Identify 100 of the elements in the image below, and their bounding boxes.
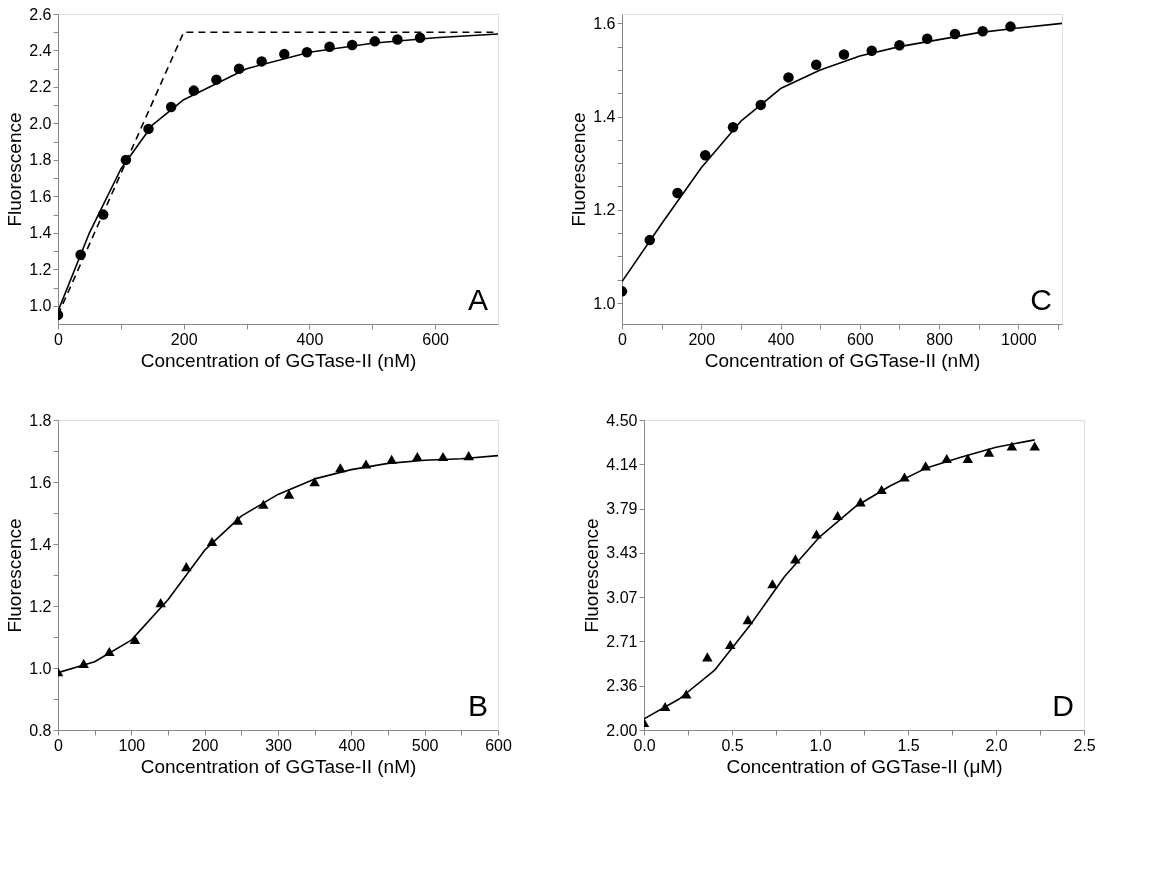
y-tick-label: 2.6 — [29, 5, 52, 23]
x-tick-label: 600 — [422, 330, 450, 348]
point — [725, 639, 736, 649]
point — [120, 154, 132, 166]
point — [659, 701, 671, 711]
point — [129, 634, 141, 645]
y-tick-label: 1.6 — [593, 14, 616, 32]
point — [783, 72, 794, 83]
x-tick-label: 200 — [170, 330, 198, 348]
y-axis-title: Fluorescence — [568, 112, 590, 227]
y-tick-label: 2.71 — [606, 632, 638, 650]
point — [838, 49, 850, 60]
x-tick-label: 0.5 — [721, 736, 744, 754]
point — [301, 47, 313, 58]
point — [104, 647, 115, 657]
x-tick-label: 800 — [926, 330, 954, 348]
x-axis-title: Concentration of GGTase-II (nM) — [704, 349, 981, 371]
point — [977, 26, 988, 37]
point — [256, 56, 267, 67]
y-tick-label: 2.4 — [29, 41, 52, 59]
point — [962, 453, 974, 463]
point — [232, 515, 243, 525]
y-tick-label: 3.79 — [606, 500, 638, 518]
point — [767, 579, 778, 589]
point — [188, 85, 200, 96]
point — [414, 32, 426, 43]
point — [832, 510, 843, 521]
x-tick-label: 2.5 — [1073, 736, 1096, 754]
point — [437, 452, 449, 462]
x-tick-label: 0 — [618, 330, 628, 348]
point — [155, 598, 166, 608]
point — [392, 34, 403, 45]
point — [811, 529, 822, 539]
line-series — [622, 22, 1062, 283]
x-tick-label: 100 — [118, 736, 146, 754]
y-tick-label: 1.0 — [29, 297, 52, 315]
x-tick-label: 200 — [688, 330, 716, 348]
point — [742, 615, 754, 625]
x-tick-label: 2.0 — [985, 736, 1008, 754]
point — [78, 658, 89, 668]
point — [894, 40, 905, 51]
x-tick-label: 400 — [296, 330, 324, 348]
y-tick-label: 1.2 — [29, 597, 52, 615]
y-tick-label: 1.8 — [29, 151, 52, 169]
annotation: A — [467, 283, 488, 316]
y-axis-title: Fluorescence — [581, 518, 603, 633]
y-tick-label: 3.43 — [606, 544, 638, 562]
point — [206, 536, 218, 547]
x-tick-label: 600 — [846, 330, 874, 348]
x-axis-title: Concentration of GGTase-II (nM) — [140, 755, 417, 777]
point — [463, 451, 474, 461]
point — [346, 39, 358, 51]
annotation: C — [1030, 283, 1052, 316]
point — [983, 447, 995, 457]
x-tick-label: 0 — [54, 736, 64, 754]
point — [810, 59, 822, 71]
point — [75, 249, 86, 260]
annotation: B — [467, 689, 488, 722]
point — [920, 461, 931, 471]
y-tick-label: 2.36 — [606, 677, 638, 695]
x-tick-label: 0 — [54, 330, 64, 348]
point — [258, 499, 269, 509]
x-tick-label: 1.0 — [809, 736, 832, 754]
x-tick-label: 400 — [338, 736, 366, 754]
y-tick-label: 1.4 — [593, 108, 616, 126]
point — [866, 45, 877, 57]
point — [360, 459, 372, 469]
x-tick-label: 600 — [485, 736, 512, 754]
point — [181, 562, 192, 572]
x-tick-label: 0.0 — [633, 736, 656, 754]
point — [941, 453, 952, 463]
point — [211, 74, 222, 85]
x-tick-label: 200 — [191, 736, 219, 754]
point — [98, 209, 109, 220]
y-tick-label: 1.2 — [29, 260, 52, 278]
y-tick-label: 1.0 — [29, 659, 52, 677]
point — [279, 48, 290, 60]
point — [1006, 441, 1018, 451]
y-tick-label: 1.2 — [593, 201, 616, 219]
point — [412, 452, 423, 462]
point — [1029, 441, 1040, 451]
point — [876, 484, 887, 494]
point — [386, 454, 397, 464]
x-axis-title: Concentration of GGTase-II (μM) — [726, 755, 1003, 777]
y-tick-label: 0.8 — [29, 721, 52, 739]
y-tick-label: 1.4 — [29, 535, 52, 553]
point — [755, 99, 766, 111]
y-tick-label: 1.6 — [29, 473, 52, 491]
y-axis-title: Fluorescence — [4, 112, 26, 227]
point — [855, 497, 866, 507]
point — [727, 122, 739, 133]
point — [143, 123, 154, 135]
x-tick-label: 300 — [265, 736, 292, 754]
point — [1005, 21, 1016, 32]
y-axis-title: Fluorescence — [4, 518, 26, 633]
point — [899, 472, 910, 482]
point — [921, 33, 933, 44]
point — [165, 101, 177, 113]
y-tick-label: 2.0 — [29, 114, 52, 132]
y-tick-label: 1.4 — [29, 224, 52, 242]
